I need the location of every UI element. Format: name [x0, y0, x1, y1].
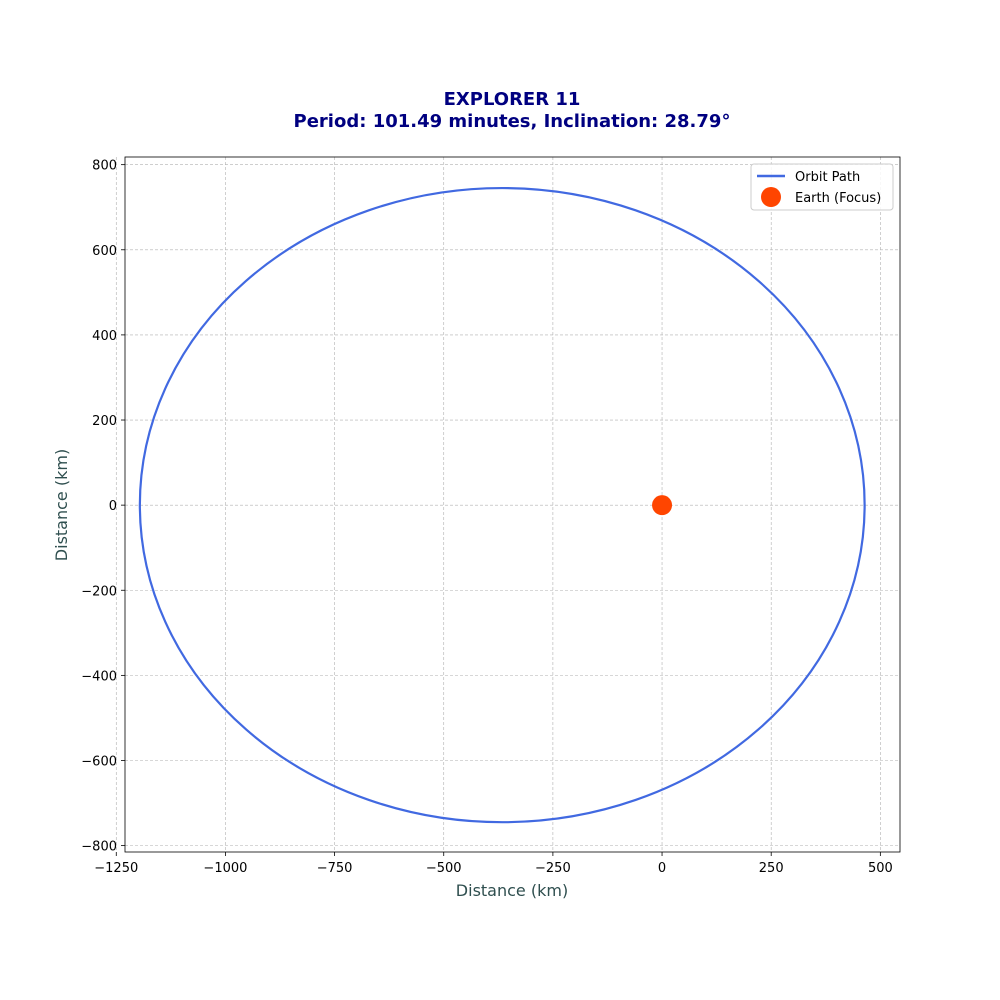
- chart-title: EXPLORER 11: [444, 89, 581, 110]
- x-tick-label: 0: [658, 861, 666, 876]
- y-tick-label: 600: [92, 244, 117, 259]
- chart-subtitle: Period: 101.49 minutes, Inclination: 28.…: [294, 111, 731, 132]
- grid-lines: [115, 157, 900, 852]
- legend-earth-label: Earth (Focus): [795, 191, 881, 206]
- axes-frame: [124, 156, 901, 853]
- x-tick-label: −1000: [203, 861, 247, 876]
- legend: Orbit Path Earth (Focus): [750, 163, 894, 211]
- x-tick-label: 250: [759, 861, 784, 876]
- earth-focus-point: [652, 495, 673, 516]
- x-axis-label: Distance (km): [456, 881, 568, 900]
- legend-orbit-label: Orbit Path: [795, 170, 860, 185]
- x-tick-label: −500: [426, 861, 462, 876]
- y-tick-label: 400: [92, 329, 117, 344]
- x-tick-label: −1250: [94, 861, 138, 876]
- y-axis-label: Distance (km): [52, 449, 71, 561]
- x-tick-label: 500: [868, 861, 893, 876]
- y-tick-label: −800: [81, 840, 117, 855]
- tick-marks: −1250 −1000 −750 −500 −250 0 250 500 −800 −600 −40…: [81, 159, 892, 876]
- y-tick-label: 0: [109, 499, 117, 514]
- plot-area: [138, 186, 866, 824]
- legend-box: [750, 163, 894, 211]
- y-tick-label: −600: [81, 754, 117, 769]
- legend-earth-swatch: [761, 187, 781, 207]
- y-tick-label: 800: [92, 159, 117, 174]
- y-tick-label: −400: [81, 669, 117, 684]
- y-tick-label: −200: [81, 584, 117, 599]
- y-tick-label: 200: [92, 414, 117, 429]
- x-tick-label: −250: [535, 861, 571, 876]
- x-tick-label: −750: [317, 861, 353, 876]
- orbit-path: [138, 186, 866, 824]
